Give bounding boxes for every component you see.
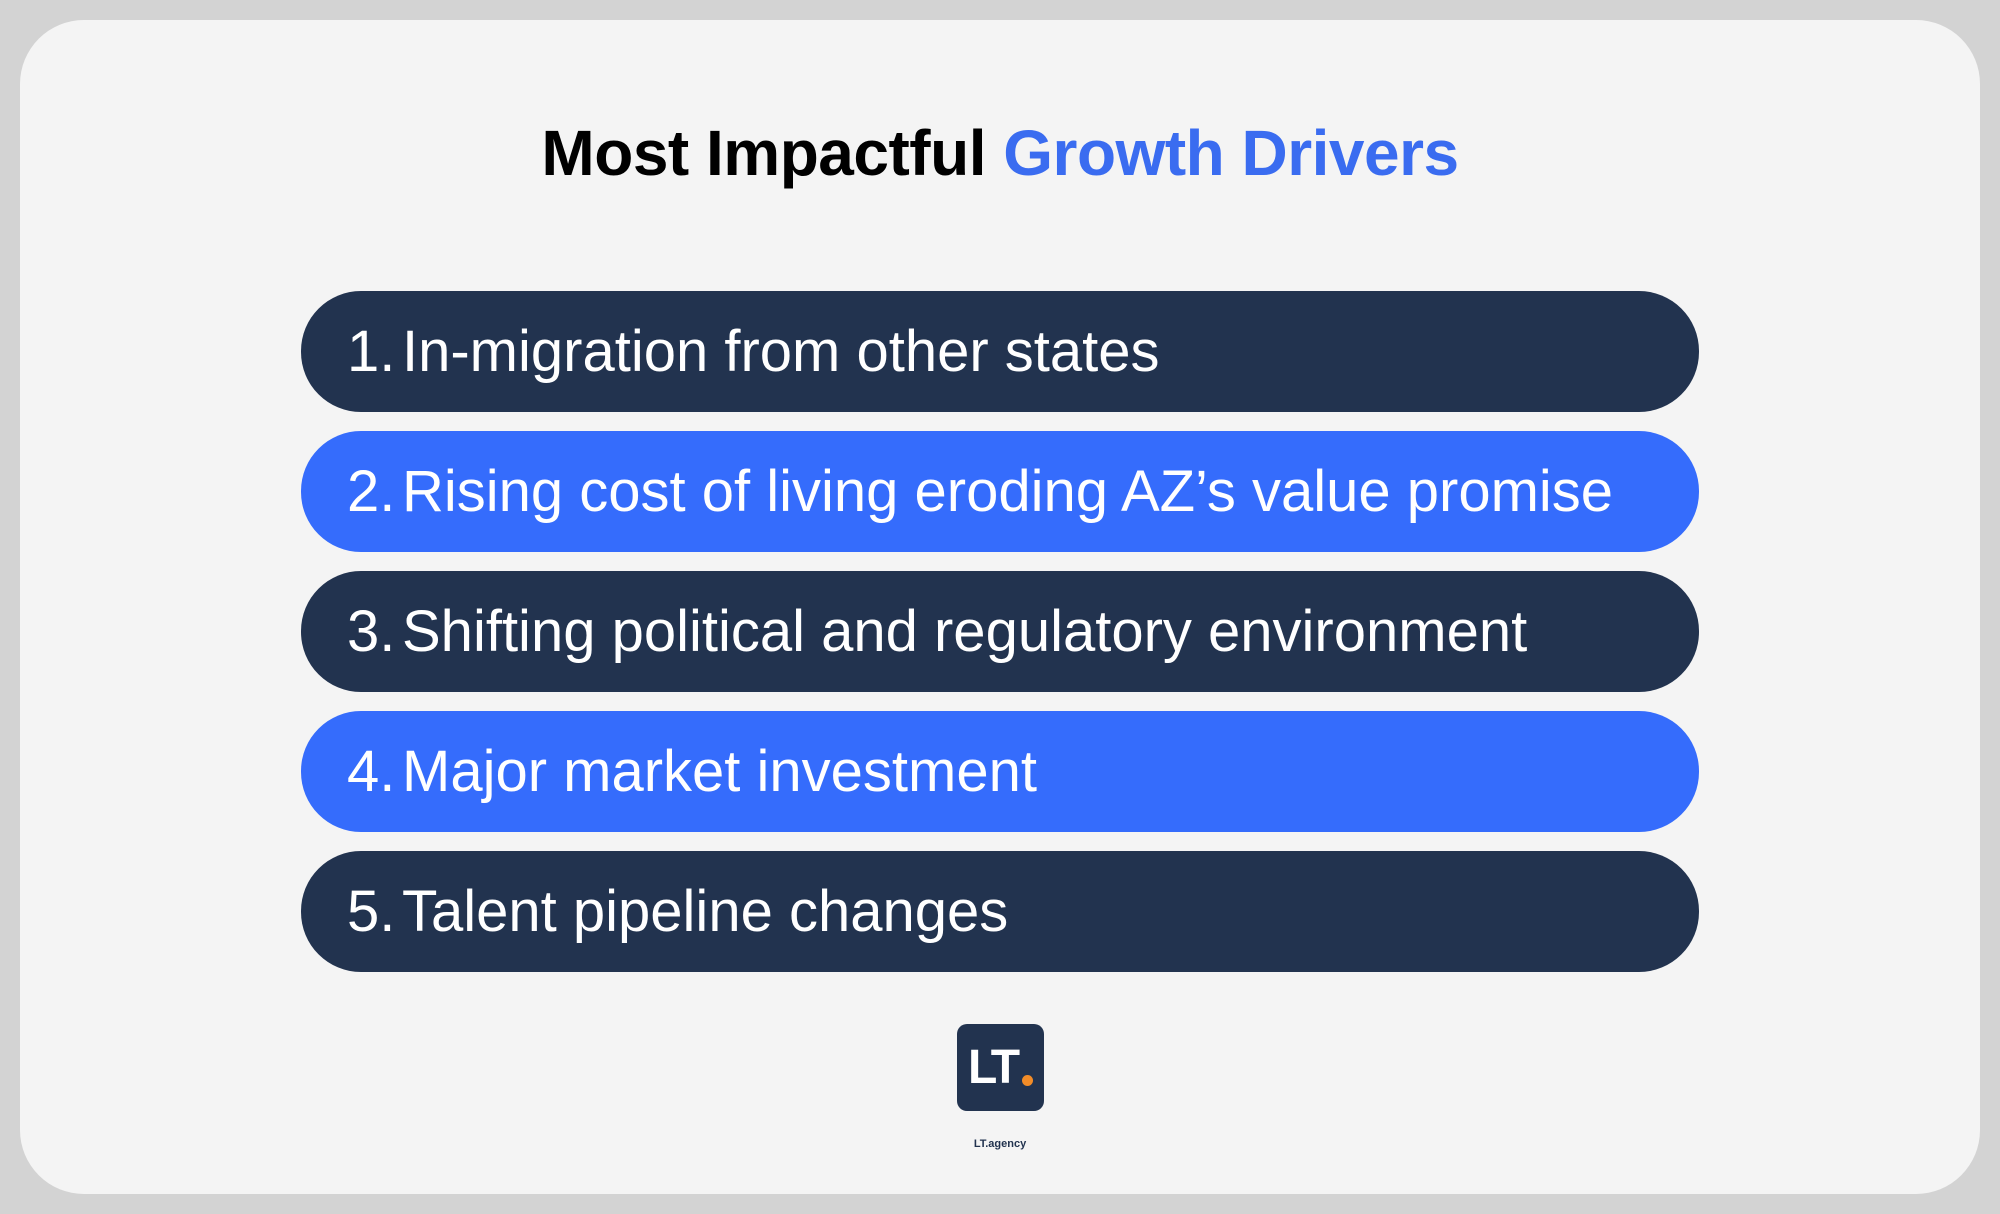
logo-caption: LT.agency [973, 1138, 1027, 1150]
logo: LT [957, 1024, 1044, 1111]
item-number: 2. [347, 459, 396, 524]
logo-text: LT [967, 1041, 1020, 1094]
item-text: Major market investment [402, 739, 1037, 804]
item-number: 3. [347, 599, 396, 664]
list-item: 4. Major market investment [301, 711, 1699, 832]
title-accent: Growth Drivers [1003, 117, 1459, 189]
item-number: 5. [347, 879, 396, 944]
list-item: 5. Talent pipeline changes [301, 851, 1699, 972]
item-text: In-migration from other states [402, 319, 1160, 384]
title-plain: Most Impactful [541, 117, 986, 189]
item-text: Talent pipeline changes [402, 879, 1009, 944]
list-item: 2. Rising cost of living eroding AZ’s val… [301, 431, 1699, 552]
item-number: 1. [347, 319, 396, 384]
list-item: 3. Shifting political and regulatory envi… [301, 571, 1699, 692]
logo-dot [1022, 1075, 1034, 1086]
item-text: Shifting political and regulatory enviro… [402, 599, 1528, 664]
list-item: 1. In-migration from other states [301, 291, 1699, 412]
item-text: Rising cost of living eroding AZ’s value… [402, 459, 1614, 524]
title: Most Impactful Growth Drivers [0, 116, 2000, 190]
item-number: 4. [347, 739, 396, 804]
